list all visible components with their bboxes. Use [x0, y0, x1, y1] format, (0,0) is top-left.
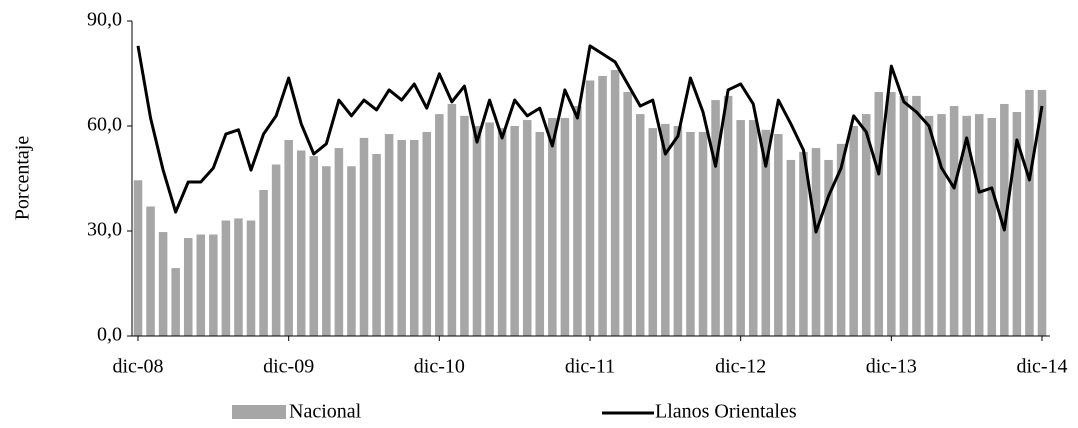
bar: [560, 117, 570, 336]
bar: [133, 180, 143, 336]
bar: [887, 92, 896, 336]
x-tick-label: dic-08: [112, 356, 163, 378]
bar: [334, 148, 344, 336]
bar: [861, 114, 871, 336]
x-tick-label: dic-09: [263, 356, 314, 378]
bar: [158, 232, 168, 336]
y-tick-label: 0,0: [97, 324, 122, 346]
bar: [460, 115, 469, 336]
bar: [309, 156, 319, 336]
x-tick-label: dic-11: [565, 356, 615, 378]
bar: [648, 128, 658, 336]
y-axis-label: Porcentaje: [12, 136, 34, 221]
y-tick-label: 90,0: [87, 9, 122, 31]
bar: [786, 159, 796, 336]
bar: [912, 95, 921, 337]
bar: [723, 95, 733, 337]
bar: [698, 131, 708, 336]
bar: [472, 126, 482, 336]
bar: [874, 92, 884, 336]
bar: [736, 120, 745, 336]
x-tick-label: dic-12: [715, 356, 766, 378]
bar: [1012, 112, 1022, 336]
bar: [974, 114, 984, 336]
bar: [673, 126, 683, 336]
bar: [937, 114, 946, 336]
bar: [171, 268, 180, 336]
bar: [435, 114, 444, 336]
bar: [962, 115, 971, 336]
bar: [598, 75, 607, 336]
bar: [497, 128, 507, 336]
bar: [422, 131, 432, 336]
bar: [372, 154, 381, 336]
bar: [535, 131, 545, 336]
bar: [522, 120, 532, 336]
x-tick-label: dic-14: [1016, 356, 1067, 378]
bar: [183, 238, 193, 336]
bar: [196, 234, 206, 336]
bar: [221, 220, 231, 336]
y-tick-label: 30,0: [87, 219, 122, 241]
bar: [246, 220, 256, 336]
bar: [347, 166, 356, 336]
bar: [447, 103, 457, 336]
bar: [296, 150, 306, 336]
bar: [987, 117, 997, 336]
bar: [748, 120, 758, 336]
bar: [635, 114, 645, 336]
bar: [686, 131, 695, 336]
bar: [811, 148, 821, 336]
x-tick-label: dic-13: [866, 356, 917, 378]
bar: [610, 70, 620, 336]
bar: [623, 92, 632, 336]
bar: [271, 164, 281, 336]
legend-label: Llanos Orientales: [655, 401, 797, 423]
bar: [661, 123, 670, 337]
line: [136, 44, 1044, 234]
bar: [949, 106, 959, 336]
bar: [774, 134, 783, 336]
bar: [924, 115, 934, 336]
bar: [284, 140, 293, 336]
bar: [1025, 89, 1034, 336]
bar: [824, 159, 833, 336]
bar: [259, 190, 268, 336]
bar: [836, 143, 846, 336]
bar: [799, 151, 808, 336]
bar: [585, 80, 595, 336]
bar: [899, 95, 909, 337]
bar: [573, 106, 582, 336]
bar: [397, 140, 406, 336]
y-tick-label: 60,0: [87, 114, 122, 136]
bar: [384, 134, 394, 336]
bar: [485, 122, 494, 336]
bar: [761, 129, 771, 336]
bar: [1037, 89, 1047, 336]
legend-label: Nacional: [289, 401, 362, 423]
legend-swatch: [232, 405, 286, 419]
x-tick-label: dic-10: [414, 356, 465, 378]
bar: [849, 126, 858, 336]
bar: [359, 137, 369, 336]
bar: [548, 117, 557, 336]
bar: [234, 218, 243, 336]
bar: [409, 140, 419, 336]
bar: [146, 206, 155, 336]
bar: [711, 100, 720, 336]
bar: [322, 166, 331, 336]
bar: [510, 126, 519, 336]
bar: [209, 234, 218, 336]
